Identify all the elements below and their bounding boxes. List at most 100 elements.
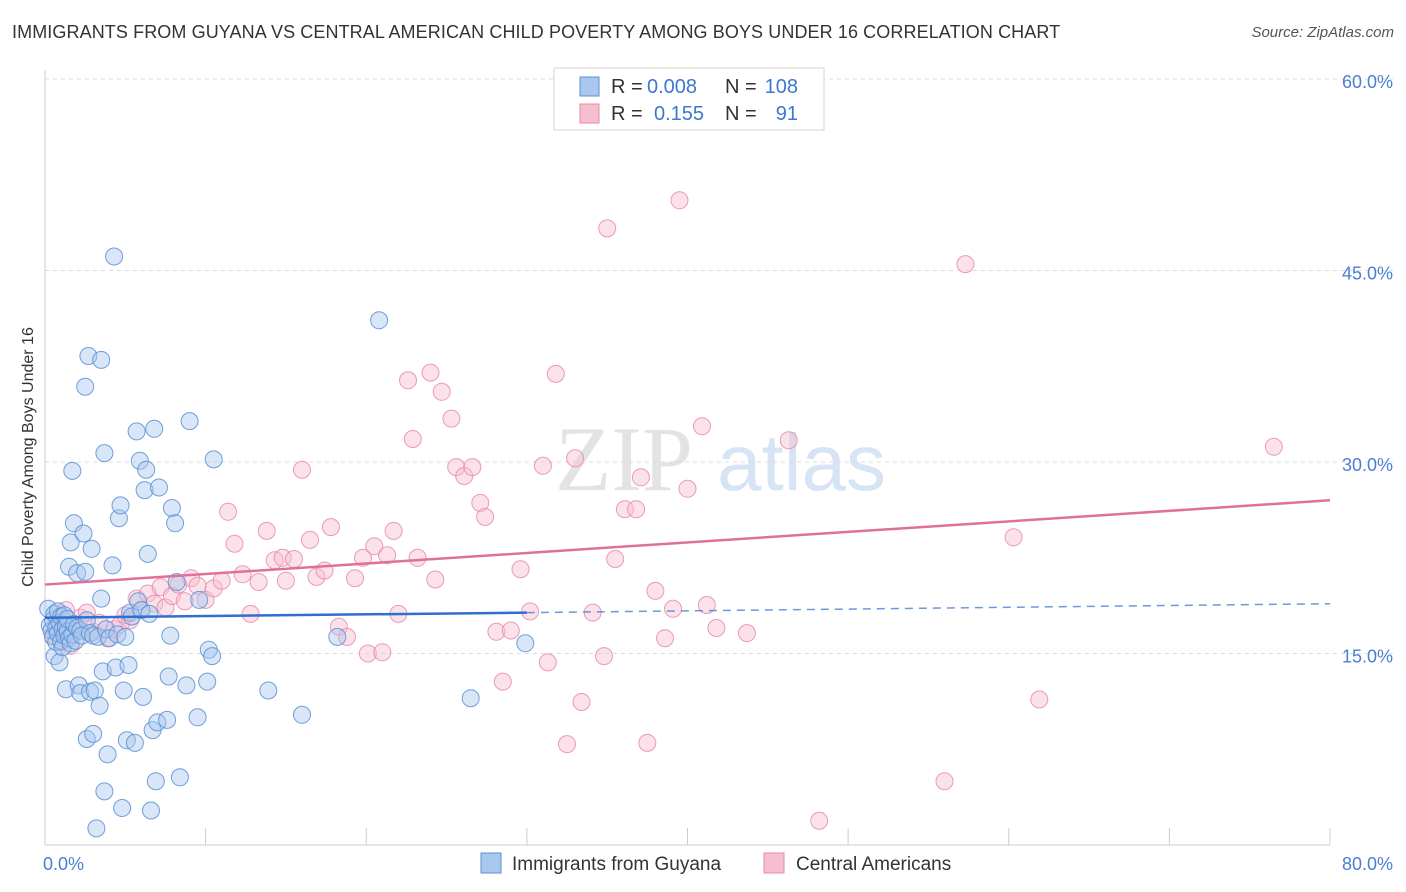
guyana-point xyxy=(69,676,88,695)
x-tick-label: 0.0% xyxy=(43,854,84,874)
bottom-legend-label-guyana: Immigrants from Guyana xyxy=(512,854,721,875)
guyana-point xyxy=(125,733,144,752)
central-americans-point xyxy=(365,537,384,556)
guyana-point xyxy=(92,589,111,608)
central-americans-point xyxy=(737,624,756,643)
y-tick-label: 45.0% xyxy=(1342,264,1393,284)
central-americans-point xyxy=(403,430,422,448)
central-americans-point xyxy=(1030,690,1049,709)
chart-title: IMMIGRANTS FROM GUYANA VS CENTRAL AMERIC… xyxy=(12,22,1061,42)
guyana-point xyxy=(138,544,157,563)
guyana-point xyxy=(95,444,114,463)
y-tick-label: 60.0% xyxy=(1342,72,1393,92)
central-americans-point xyxy=(219,502,238,521)
central-americans-point xyxy=(373,643,392,662)
guyana-point xyxy=(95,782,114,801)
guyana-point xyxy=(188,708,207,727)
guyana-point xyxy=(293,705,311,724)
central-americans-point xyxy=(293,460,311,479)
guyana-point xyxy=(140,604,159,623)
guyana-point xyxy=(130,451,149,470)
central-americans-point xyxy=(212,571,231,590)
guyana-point xyxy=(162,499,181,517)
guyana-point xyxy=(142,801,160,820)
guyana-point xyxy=(180,412,199,431)
guyana-point xyxy=(328,627,347,646)
bottom-legend-swatch-central-americans xyxy=(763,852,785,874)
legend-r-value-2: 0.155 xyxy=(654,103,704,125)
central-americans-point xyxy=(116,606,135,625)
central-americans-point xyxy=(432,382,451,401)
watermark-zip: ZIP xyxy=(555,408,693,510)
guyana-point xyxy=(98,745,117,764)
central-americans-point xyxy=(225,534,244,553)
guyana-point xyxy=(105,247,124,266)
guyana-point xyxy=(204,450,223,469)
central-americans-point xyxy=(935,772,954,791)
central-americans-point xyxy=(421,363,440,382)
guyana-point xyxy=(53,620,72,639)
central-americans-point xyxy=(511,560,530,579)
central-americans-point xyxy=(566,449,585,468)
y-tick-labels: 15.0% 30.0% 45.0% 60.0% xyxy=(1342,72,1393,667)
central-americans-point xyxy=(697,596,716,614)
central-americans-point xyxy=(693,417,711,436)
legend-r-value-1: 0.008 xyxy=(647,76,697,98)
central-americans-points xyxy=(44,191,1283,830)
legend-swatch-guyana xyxy=(579,76,600,97)
legend-r-label-1: R = xyxy=(611,76,643,98)
central-americans-point xyxy=(463,458,482,477)
central-americans-point xyxy=(810,811,829,830)
guyana-point xyxy=(135,481,154,500)
guyana-point xyxy=(82,539,101,558)
central-americans-point xyxy=(442,409,461,428)
guyana-points xyxy=(39,247,535,838)
legend-r-label-2: R = xyxy=(611,103,643,125)
central-americans-trend-line xyxy=(44,499,1331,586)
y-tick-label: 30.0% xyxy=(1342,455,1393,475)
guyana-point xyxy=(158,710,177,729)
central-americans-point xyxy=(707,619,726,637)
trend-lines xyxy=(44,499,1331,620)
guyana-point xyxy=(90,696,109,715)
guyana-point xyxy=(111,496,130,515)
guyana-point xyxy=(259,681,278,700)
central-americans-point xyxy=(598,219,617,238)
guyana-point xyxy=(161,626,180,645)
central-americans-point xyxy=(241,604,260,623)
central-americans-point xyxy=(533,456,552,475)
guyana-point xyxy=(85,681,104,700)
central-americans-point xyxy=(476,507,495,526)
legend-n-value-1: 108 xyxy=(765,76,798,98)
guyana-point xyxy=(113,799,132,817)
central-americans-point xyxy=(315,561,334,580)
guyana-point xyxy=(166,514,185,533)
guyana-point xyxy=(370,311,389,330)
central-americans-point xyxy=(646,581,665,600)
legend-n-label-2: N = xyxy=(725,103,757,125)
central-americans-point xyxy=(595,647,613,666)
guyana-point xyxy=(63,461,82,480)
central-americans-point xyxy=(656,629,674,648)
bottom-legend-label-central-americans: Central Americans xyxy=(796,854,951,875)
guyana-point xyxy=(71,684,90,703)
central-americans-point xyxy=(956,255,975,274)
central-americans-point xyxy=(301,530,319,549)
central-americans-point xyxy=(627,500,646,519)
guyana-point xyxy=(76,377,95,396)
central-americans-point xyxy=(346,569,364,588)
guyana-point xyxy=(177,676,196,695)
guyana-point xyxy=(116,627,135,646)
central-americans-point xyxy=(546,364,565,383)
series-legend: Immigrants from Guyana Central Americans xyxy=(480,852,951,875)
x-axis-ticks xyxy=(205,828,1331,845)
guyana-point xyxy=(203,647,222,666)
guyana-point xyxy=(87,819,106,838)
guyana-point xyxy=(103,556,122,575)
y-axis-label: Child Poverty Among Boys Under 16 xyxy=(20,327,37,587)
central-americans-point xyxy=(426,570,445,589)
central-americans-point xyxy=(1264,437,1283,456)
guyana-trend-extension xyxy=(526,602,1331,614)
central-americans-point xyxy=(338,627,356,646)
guyana-point xyxy=(127,422,146,441)
